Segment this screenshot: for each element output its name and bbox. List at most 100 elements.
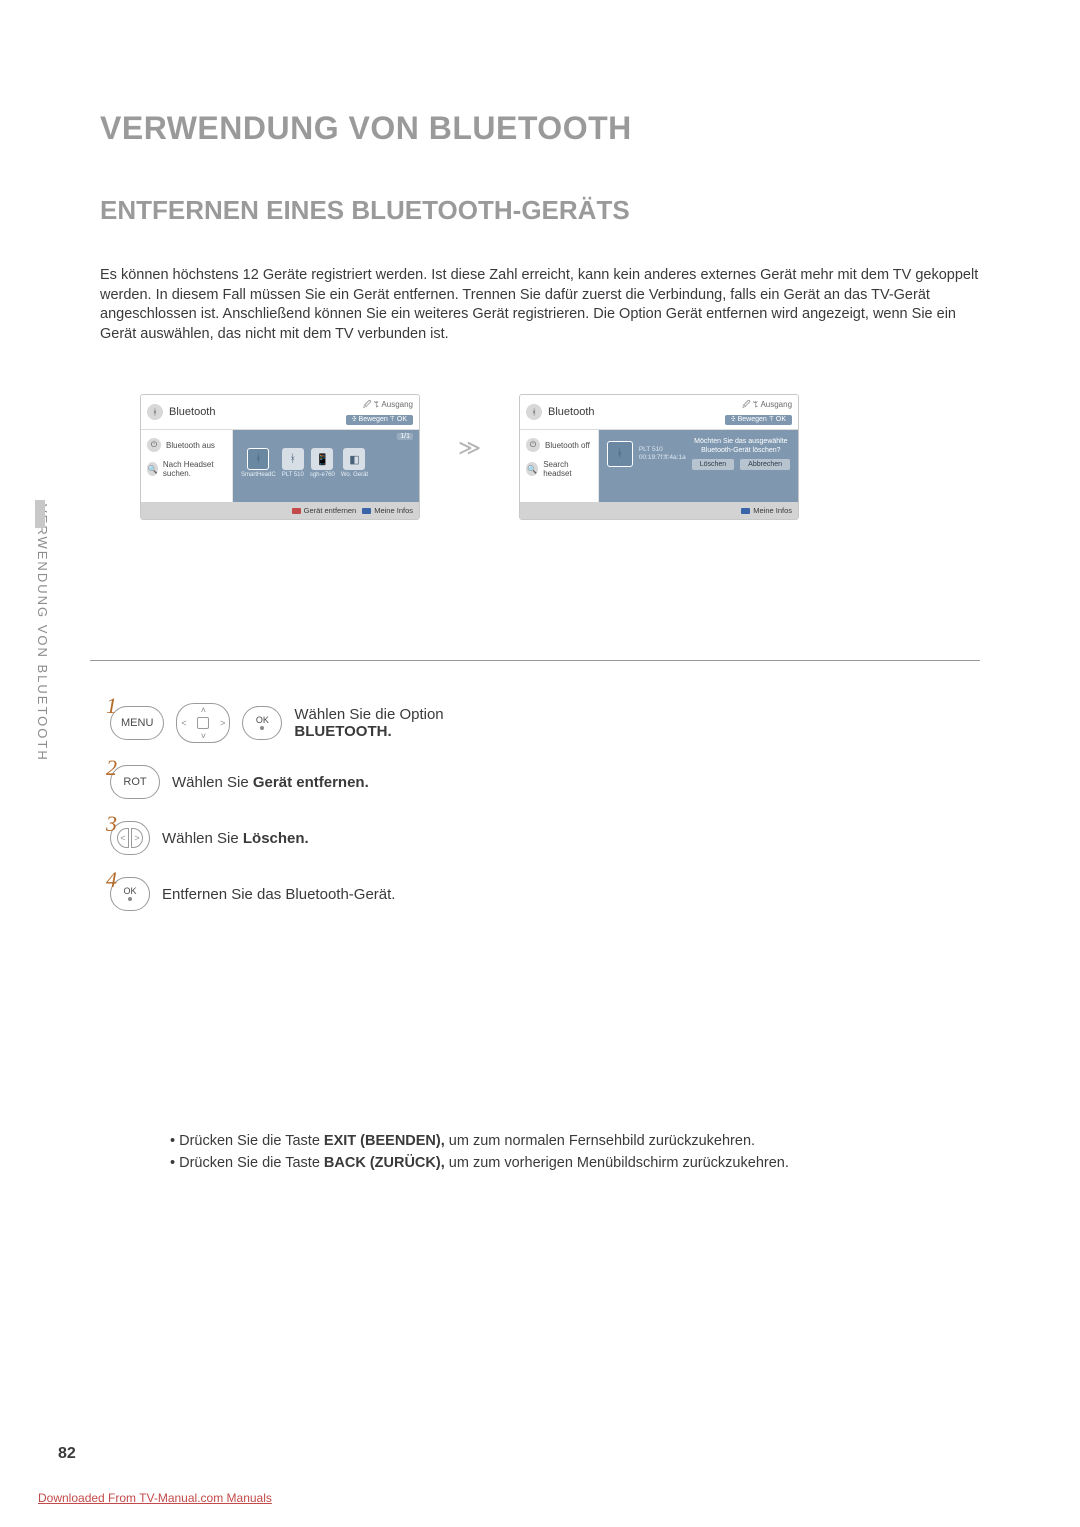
- footer-label: Meine Infos: [374, 506, 413, 515]
- step-text: Wählen Sie Löschen.: [162, 830, 309, 847]
- panel-sidebar: ⏻ Bluetooth off 🔍 Search headset: [520, 430, 599, 502]
- ok-label: OK: [123, 887, 136, 896]
- footer-note-exit: • Drücken Sie die Taste EXIT (BEENDEN), …: [170, 1131, 980, 1153]
- arrow-right-icon: ˃: [220, 718, 225, 728]
- headset-icon: ᚼ: [247, 448, 269, 470]
- sidebar-item-label: Nach Headset suchen.: [163, 460, 226, 478]
- device-item[interactable]: ◧ Wo. Gerät: [341, 448, 368, 478]
- page-indicator: 1/1: [397, 433, 413, 440]
- search-icon: 🔍: [147, 462, 158, 476]
- step-number: 3: [106, 811, 117, 837]
- selected-device-address: 00:19:7f:ff:4a:1a: [639, 454, 686, 462]
- panel-title: Bluetooth: [169, 406, 215, 418]
- confirm-prompt: Möchten Sie das ausgewählte Bluetooth-Ge…: [692, 438, 790, 455]
- step-number: 4: [106, 867, 117, 893]
- device-icon: ◧: [343, 448, 365, 470]
- confirm-area: ᚼ PLT 510 00:19:7f:ff:4a:1a Möchten Sie …: [599, 430, 798, 502]
- blue-color-box: [362, 508, 371, 514]
- sidebar-item-label: Search headset: [543, 460, 592, 478]
- power-icon: ⏻: [147, 438, 161, 452]
- cancel-button[interactable]: Abbrechen: [740, 459, 790, 470]
- ok-label: OK: [256, 716, 269, 725]
- arrow-right-icon: ˃: [131, 828, 143, 848]
- red-button[interactable]: ROT: [110, 765, 160, 799]
- sidebar-item-bluetooth-off[interactable]: ⏻ Bluetooth off: [520, 434, 598, 456]
- panel-hint-exit: 🖉 ꔂ Ausgang: [346, 399, 413, 413]
- panel-title: Bluetooth: [548, 406, 594, 418]
- step-text: Wählen Sie die Option BLUETOOTH.: [294, 706, 443, 740]
- panel-sidebar: ⏻ Bluetooth aus 🔍 Nach Headset suchen.: [141, 430, 233, 502]
- dpad-button[interactable]: ˄ ˅ ˂ ˃: [176, 703, 230, 743]
- section-title: ENTFERNEN EINES BLUETOOTH-GERÄTS: [100, 195, 980, 226]
- device-item[interactable]: ᚼ SmartHeadC: [241, 448, 276, 478]
- dpad-center-icon: [197, 717, 209, 729]
- bluetooth-icon: ᚼ: [147, 404, 163, 420]
- my-info-hint[interactable]: Meine Infos: [362, 506, 413, 515]
- footer-note-back: • Drücken Sie die Taste BACK (ZURÜCK), u…: [170, 1153, 980, 1175]
- sidebar-item-search-headset[interactable]: 🔍 Nach Headset suchen.: [141, 456, 232, 482]
- step-1: 1 MENU ˄ ˅ ˂ ˃ OK Wählen Sie die Option …: [110, 703, 980, 743]
- divider: [90, 660, 980, 661]
- my-info-hint[interactable]: Meine Infos: [741, 506, 792, 515]
- device-list-area: 1/1 ᚼ SmartHeadC ᚼ PLT 510 📱 sgh-e760: [233, 430, 419, 502]
- ok-dot-icon: [260, 726, 264, 730]
- ok-dot-icon: [128, 897, 132, 901]
- remove-device-hint[interactable]: Gerät entfernen: [292, 506, 357, 515]
- step-text: Entfernen Sie das Bluetooth-Gerät.: [162, 886, 395, 903]
- download-source-link[interactable]: Downloaded From TV-Manual.com Manuals: [38, 1491, 272, 1505]
- search-icon: 🔍: [526, 462, 538, 476]
- main-title: VERWENDUNG VON BLUETOOTH: [100, 110, 980, 147]
- device-label: PLT 510: [282, 472, 304, 478]
- menu-button[interactable]: MENU: [110, 706, 164, 740]
- screenshots-row: ᚼ Bluetooth 🖉 ꔂ Ausgang ꔀ Bewegen ꔉ OK ⏻…: [140, 394, 980, 520]
- sidebar-item-search-headset[interactable]: 🔍 Search headset: [520, 456, 598, 482]
- panel-header: ᚼ Bluetooth 🖉 ꔂ Ausgang ꔀ Bewegen ꔉ OK: [520, 395, 798, 430]
- body-paragraph: Es können höchstens 12 Geräte registrier…: [100, 266, 980, 344]
- side-tab: VERWENDUNG VON BLUETOOTH: [35, 500, 53, 820]
- arrow-icon: ≫: [458, 435, 481, 479]
- device-label: sgh-e760: [310, 472, 335, 478]
- page-number: 82: [58, 1445, 76, 1463]
- step-number: 2: [106, 755, 117, 781]
- ok-button[interactable]: OK: [242, 706, 282, 740]
- sidebar-item-label: Bluetooth off: [545, 441, 590, 450]
- footer-label: Meine Infos: [753, 506, 792, 515]
- step-4: 4 OK Entfernen Sie das Bluetooth-Gerät.: [110, 877, 980, 911]
- device-item[interactable]: 📱 sgh-e760: [310, 448, 335, 478]
- selected-device-name: PLT 510: [639, 446, 686, 454]
- bluetooth-panel-before: ᚼ Bluetooth 🖉 ꔂ Ausgang ꔀ Bewegen ꔉ OK ⏻…: [140, 394, 420, 520]
- panel-hint-move: ꔀ Bewegen ꔉ OK: [346, 415, 413, 425]
- step-number: 1: [106, 693, 117, 719]
- power-icon: ⏻: [526, 438, 540, 452]
- headset-icon: ᚼ: [282, 448, 304, 470]
- arrow-down-icon: ˅: [201, 731, 206, 741]
- footer-label: Gerät entfernen: [304, 506, 357, 515]
- headset-icon: ᚼ: [607, 441, 633, 467]
- arrow-left-icon: ˂: [117, 828, 129, 848]
- step-text: Wählen Sie Gerät entfernen.: [172, 774, 369, 791]
- panel-hint-exit: 🖉 ꔂ Ausgang: [725, 399, 792, 413]
- side-tab-marker: [35, 500, 45, 528]
- step-3: 3 ˂ ˃ Wählen Sie Löschen.: [110, 821, 980, 855]
- panel-header: ᚼ Bluetooth 🖉 ꔂ Ausgang ꔀ Bewegen ꔉ OK: [141, 395, 419, 430]
- step-2: 2 ROT Wählen Sie Gerät entfernen.: [110, 765, 980, 799]
- device-label: SmartHeadC: [241, 472, 276, 478]
- delete-button[interactable]: Löschen: [692, 459, 734, 470]
- bluetooth-panel-confirm: ᚼ Bluetooth 🖉 ꔂ Ausgang ꔀ Bewegen ꔉ OK ⏻…: [519, 394, 799, 520]
- panel-footer: Gerät entfernen Meine Infos: [141, 502, 419, 519]
- sidebar-item-bluetooth-off[interactable]: ⏻ Bluetooth aus: [141, 434, 232, 456]
- phone-icon: 📱: [311, 448, 333, 470]
- blue-color-box: [741, 508, 750, 514]
- red-color-box: [292, 508, 301, 514]
- device-label: Wo. Gerät: [341, 472, 368, 478]
- footer-notes: • Drücken Sie die Taste EXIT (BEENDEN), …: [170, 1131, 980, 1175]
- panel-footer: Meine Infos: [520, 502, 798, 519]
- bluetooth-icon: ᚼ: [526, 404, 542, 420]
- arrow-left-icon: ˂: [181, 718, 186, 728]
- panel-hint-move: ꔀ Bewegen ꔉ OK: [725, 415, 792, 425]
- sidebar-item-label: Bluetooth aus: [166, 441, 215, 450]
- side-tab-label: VERWENDUNG VON BLUETOOTH: [35, 500, 50, 762]
- device-item[interactable]: ᚼ PLT 510: [282, 448, 304, 478]
- steps-list: 1 MENU ˄ ˅ ˂ ˃ OK Wählen Sie die Option …: [110, 703, 980, 911]
- arrow-up-icon: ˄: [201, 705, 206, 715]
